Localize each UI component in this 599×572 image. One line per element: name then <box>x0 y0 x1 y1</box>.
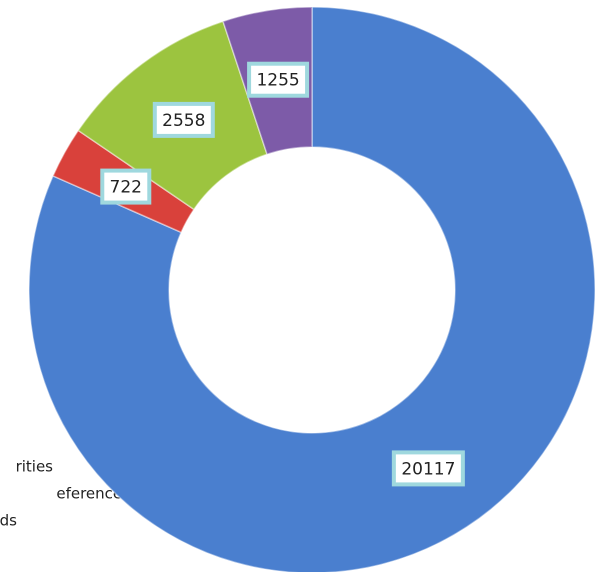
data-label: 20117 <box>401 459 455 479</box>
data-label: 2558 <box>162 111 205 131</box>
legend-label: rities <box>16 458 54 476</box>
data-label-box <box>152 101 215 138</box>
data-label-box <box>100 168 152 205</box>
donut-slice <box>28 6 596 572</box>
legend-label: ds <box>0 512 17 530</box>
data-label-box <box>247 61 310 98</box>
data-label: 722 <box>110 178 142 198</box>
data-label: 1255 <box>256 71 299 91</box>
legend-label: eference) <box>56 485 128 503</box>
data-label-box <box>391 450 465 487</box>
